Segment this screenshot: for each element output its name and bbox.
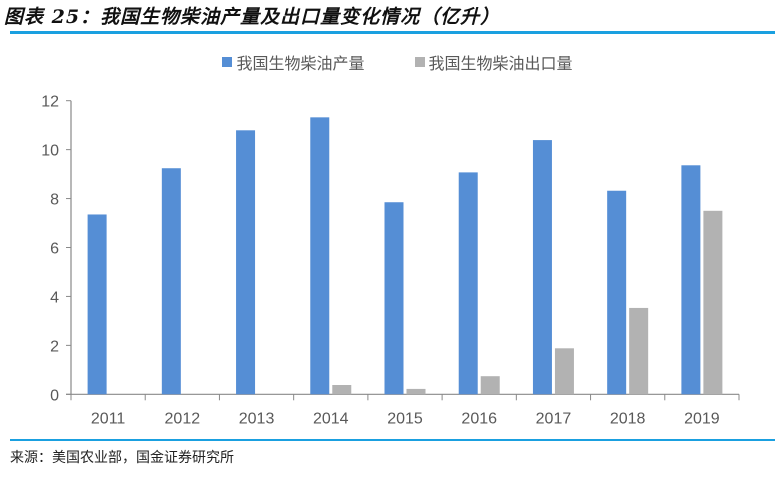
legend-item-export: 我国生物柴油出口量 bbox=[414, 50, 573, 74]
bar-export bbox=[703, 210, 723, 395]
y-tick-label: 4 bbox=[50, 289, 59, 306]
legend-swatch-export bbox=[414, 57, 425, 67]
figure-label: 图表 25： bbox=[4, 6, 101, 28]
x-tick-label: 2018 bbox=[610, 410, 646, 427]
legend-label-production: 我国生物柴油产量 bbox=[236, 54, 365, 73]
y-tick-label: 10 bbox=[41, 143, 59, 160]
x-tick-label: 2014 bbox=[313, 410, 349, 427]
bar-production bbox=[681, 165, 701, 395]
x-tick-label: 2016 bbox=[461, 410, 497, 427]
legend-item-production: 我国生物柴油产量 bbox=[222, 50, 365, 74]
y-tick-label: 12 bbox=[41, 94, 59, 111]
bar-production bbox=[532, 140, 552, 395]
chart-legend: 我国生物柴油产量 我国生物柴油出口量 bbox=[0, 50, 775, 74]
bar-export bbox=[554, 348, 574, 395]
x-tick-label: 2013 bbox=[239, 410, 275, 427]
top-divider bbox=[10, 31, 775, 34]
bar-export bbox=[629, 307, 649, 395]
bar-chart: 0 2 4 6 8 10 12 2011 2012 2013 2014 2015 2016 2017 201… bbox=[41, 94, 740, 427]
bar-production bbox=[607, 190, 627, 395]
bar-production bbox=[236, 130, 256, 395]
bar-production bbox=[87, 214, 107, 395]
bar-production bbox=[384, 202, 404, 395]
x-tick-label: 2011 bbox=[91, 410, 126, 427]
y-tick-label: 0 bbox=[50, 387, 59, 404]
bar-export bbox=[480, 376, 500, 395]
y-tick-label: 6 bbox=[50, 241, 59, 258]
chart-title: 我国生物柴油产量及出口量变化情况（亿升） bbox=[100, 6, 501, 28]
x-tick-label: 2017 bbox=[536, 410, 572, 427]
y-tick-label: 2 bbox=[50, 338, 59, 355]
bar-production bbox=[310, 117, 330, 395]
bar-export bbox=[332, 385, 352, 395]
figure-title: 图表 25：我国生物柴油产量及出口量变化情况（亿升） bbox=[4, 2, 500, 29]
bottom-divider bbox=[10, 439, 775, 441]
x-tick-label: 2012 bbox=[165, 410, 201, 427]
bar-production bbox=[458, 172, 478, 395]
legend-swatch-production bbox=[222, 57, 233, 67]
x-tick-label: 2019 bbox=[684, 410, 720, 427]
legend-label-export: 我国生物柴油出口量 bbox=[428, 54, 573, 73]
bar-export bbox=[406, 388, 426, 395]
y-tick-label: 8 bbox=[50, 192, 59, 209]
bar-production bbox=[161, 168, 181, 395]
x-tick-label: 2015 bbox=[387, 410, 423, 427]
source-note: 来源：美国农业部，国金证券研究所 bbox=[10, 450, 234, 466]
